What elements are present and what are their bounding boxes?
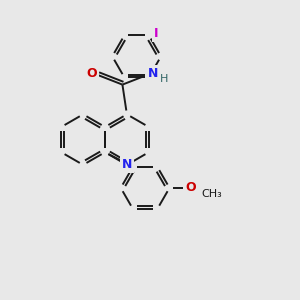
- Text: O: O: [185, 182, 196, 194]
- Text: H: H: [160, 74, 168, 84]
- Text: CH₃: CH₃: [202, 189, 222, 199]
- Text: O: O: [86, 67, 97, 80]
- Text: N: N: [148, 67, 158, 80]
- Text: N: N: [122, 158, 132, 171]
- Text: I: I: [154, 27, 158, 40]
